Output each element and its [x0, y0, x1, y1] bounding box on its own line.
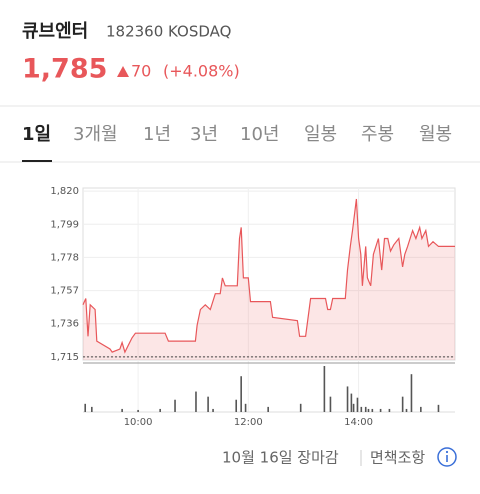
x-tick-label: 10:00 — [124, 417, 153, 428]
stock-code: 182360 KOSDAQ — [106, 23, 231, 41]
volume-bar — [350, 393, 353, 412]
volume-bar — [84, 403, 87, 412]
market-status: 10월 16일 장마감 — [222, 449, 339, 467]
tab[interactable]: 1일 — [22, 124, 51, 145]
volume-bar — [401, 396, 404, 412]
tab[interactable]: 3년 — [190, 124, 218, 145]
volume-bar — [267, 406, 269, 412]
volume-bar — [137, 409, 139, 412]
change: 70 — [131, 62, 151, 81]
tab[interactable]: 10년 — [240, 124, 279, 145]
tab[interactable]: 3개월 — [73, 124, 118, 145]
volume-bar — [371, 408, 374, 412]
price-area — [83, 199, 455, 360]
tabs: 1일 3개월 1년 3년 10년 일봉 주봉 월봉 — [22, 124, 452, 145]
volume-bar — [367, 408, 370, 412]
volume-bar — [388, 408, 391, 412]
up-arrow — [117, 66, 129, 77]
tab[interactable]: 일봉 — [304, 124, 337, 145]
y-tick-label: 1,736 — [50, 319, 79, 330]
volume-bar — [356, 397, 359, 412]
y-tick-label: 1,715 — [50, 352, 79, 363]
volume-bar — [420, 406, 422, 412]
volume-bar — [405, 408, 408, 412]
volume-bar — [195, 391, 197, 412]
change-pct: (+4.08%) — [163, 62, 240, 81]
volume-bar — [159, 408, 161, 412]
volume-bar — [360, 406, 363, 412]
y-tick-label: 1,820 — [50, 186, 79, 197]
y-tick-label: 1,778 — [50, 252, 79, 263]
volume-bar — [437, 404, 440, 412]
volume-bar — [379, 408, 382, 412]
stock-name: 큐브엔터 — [22, 21, 88, 42]
y-tick-label: 1,757 — [50, 286, 79, 297]
price: 1,785 — [22, 54, 107, 85]
volume-bar — [346, 386, 349, 412]
volume-bar — [323, 366, 326, 412]
tab[interactable]: 월봉 — [419, 124, 452, 145]
volume-bar — [174, 399, 176, 412]
volume-bar — [352, 403, 355, 412]
volume-bar — [91, 406, 93, 412]
tab[interactable]: 주봉 — [361, 124, 394, 145]
plot-frame — [82, 187, 456, 361]
volume-bar — [410, 374, 413, 412]
x-tick-label: 14:00 — [344, 417, 373, 428]
volume-bar — [212, 408, 214, 412]
tab[interactable]: 1년 — [143, 124, 171, 145]
x-tick-label: 12:00 — [234, 417, 263, 428]
volume-bar — [364, 406, 367, 412]
volume-bar — [244, 403, 247, 412]
volume-bar — [299, 403, 302, 412]
volume-bar — [240, 376, 242, 412]
price-line — [82, 198, 455, 354]
y-tick-label: 1,799 — [50, 219, 79, 230]
volume-bar — [207, 396, 209, 412]
volume-bar — [329, 396, 332, 412]
volume-bar — [121, 408, 123, 412]
disclaimer[interactable]: 면책조항 — [370, 449, 425, 467]
info-icon[interactable] — [437, 447, 457, 467]
chart: 1,715 1,736 1,757 1,778 1,799 1,820 10:00 12:00… — [50, 186, 456, 428]
volume-bar — [235, 399, 238, 412]
